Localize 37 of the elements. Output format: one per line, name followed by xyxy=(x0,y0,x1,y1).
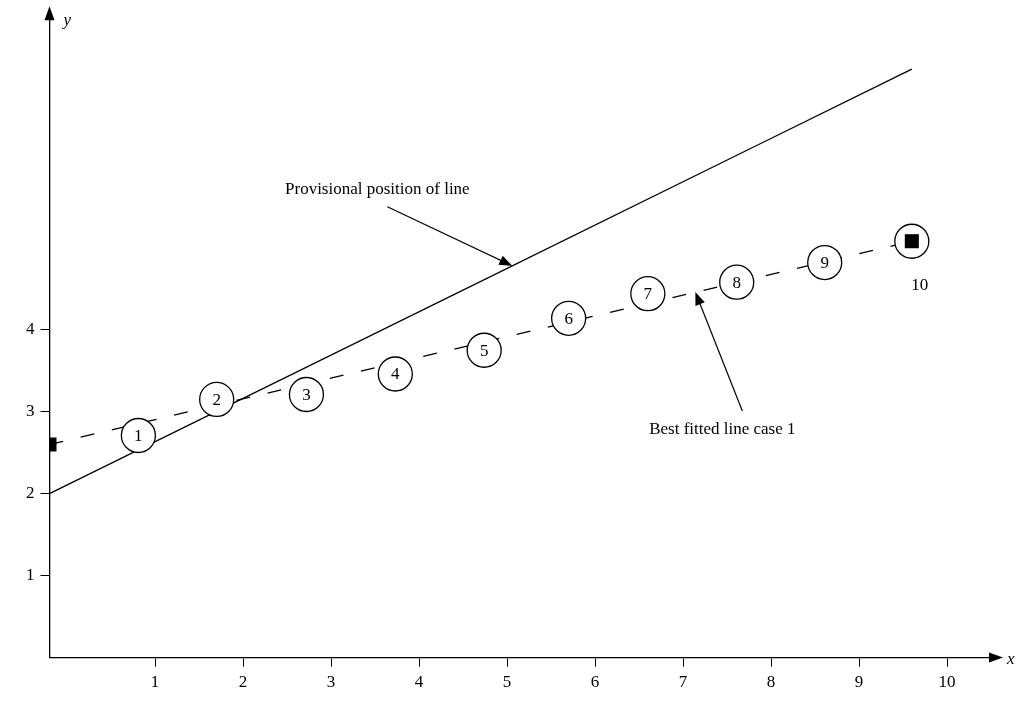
x-tick-label: 10 xyxy=(938,672,956,692)
x-tick-label: 2 xyxy=(238,672,248,692)
annotation: Provisional position of line xyxy=(285,179,470,199)
point xyxy=(630,276,666,312)
annotation: 7 xyxy=(643,284,653,304)
x-axis-title: x xyxy=(1006,649,1015,669)
x-tick-label: 3 xyxy=(326,672,336,692)
y-axis-title: y xyxy=(61,9,72,29)
x-tick-label: 8 xyxy=(766,672,776,692)
annotation: 2 xyxy=(212,389,221,409)
point xyxy=(551,300,587,336)
annotation: 8 xyxy=(732,272,741,292)
x-tick-label: 7 xyxy=(678,672,688,692)
annotation: 4 xyxy=(391,364,401,384)
y-tick-label: 4 xyxy=(26,319,35,339)
annotation: 3 xyxy=(302,384,311,404)
x-tick-label: 6 xyxy=(590,672,600,692)
y-tick-label: 1 xyxy=(26,565,35,585)
x-tick-label: 5 xyxy=(502,672,512,692)
y-tick-label: 2 xyxy=(26,483,35,503)
annotation: 6 xyxy=(564,308,573,328)
y-tick-label: 3 xyxy=(26,401,35,421)
annotation: Best fitted line case 1 xyxy=(649,418,796,438)
point xyxy=(199,381,235,418)
x-tick-label: 1 xyxy=(150,672,160,692)
point xyxy=(807,244,843,281)
point xyxy=(466,332,502,368)
annotation: 9 xyxy=(820,253,829,273)
point xyxy=(719,264,755,300)
point xyxy=(377,356,413,392)
point xyxy=(120,417,157,454)
annotation: 1 xyxy=(134,425,143,445)
annotation: 5 xyxy=(479,340,489,360)
point xyxy=(288,376,325,413)
x-tick-label: 4 xyxy=(414,672,424,692)
x-tick-label: 9 xyxy=(854,672,864,692)
annotation: 10 xyxy=(911,274,929,294)
